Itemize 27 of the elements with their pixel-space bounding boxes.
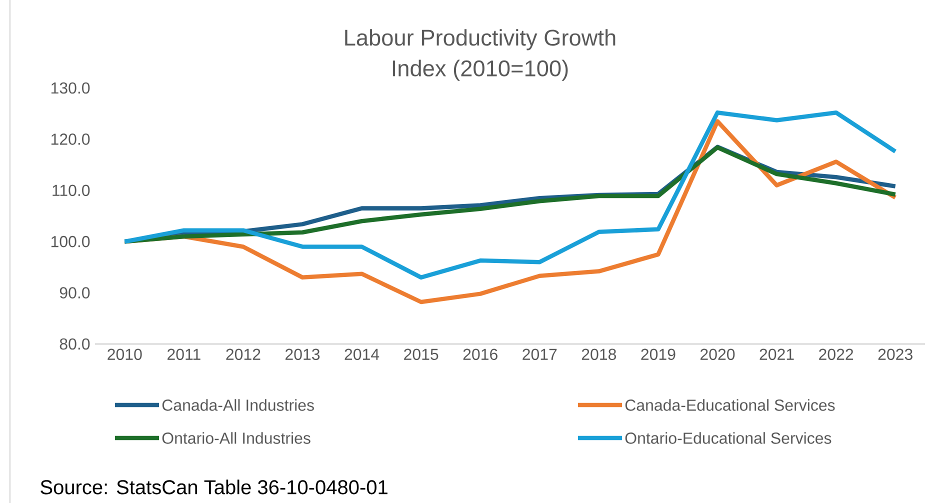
chart-title: Labour Productivity Growth Index (2010=100) [345,29,616,81]
y-tick-label: 80.0 [60,338,90,350]
x-tick-label: 2017 [522,348,557,360]
y-tick-label: 130.0 [51,82,90,94]
x-tick-label: 2022 [819,348,854,360]
line-series [122,110,898,280]
x-tick-label: 2011 [168,348,200,360]
x-tick-label: 2013 [286,348,320,360]
legend-label: Canada-Educational Services [625,399,835,411]
x-tick-label: 2023 [878,348,912,360]
y-tick-label: 100.0 [51,236,90,248]
x-tick-label: 2019 [641,348,676,360]
legend-label: Ontario-Educational Services [625,432,832,444]
legend-label: Canada-All Industries [162,399,314,411]
x-tick-label: 2021 [760,348,794,360]
x-tick-label: 2018 [582,348,616,360]
x-tick-label: 2020 [700,348,735,360]
source-note: Source: StatsCan Table 36-10-0480-01 [40,480,388,494]
x-tick-label: 2016 [463,348,498,360]
x-tick-label: 2012 [226,348,260,360]
legend-label: Ontario-All Industries [162,432,310,444]
y-tick-label: 90.0 [60,287,90,298]
x-tick-label: 2015 [404,348,438,360]
y-tick-label: 120.0 [51,134,90,145]
x-tick-label: 2010 [108,348,142,360]
x-tick-label: 2014 [344,348,380,360]
y-tick-label: 110.0 [52,184,90,196]
